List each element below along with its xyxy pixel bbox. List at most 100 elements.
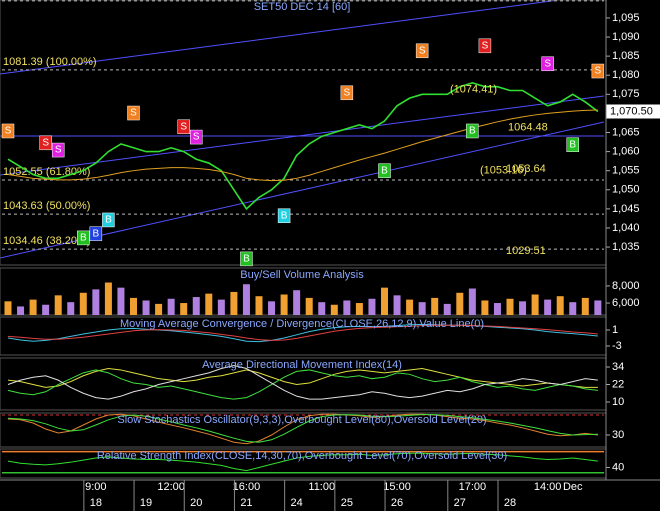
- signal-box: [340, 85, 354, 101]
- volume-bar: [381, 287, 388, 315]
- y-tick-label: -3: [612, 340, 622, 352]
- volume-bar: [130, 297, 137, 315]
- signal-label: S: [55, 145, 62, 156]
- volume-bar: [368, 298, 376, 315]
- y-tick-label: 10: [612, 396, 624, 408]
- volume-bar: [17, 306, 25, 315]
- x-time-label: 11:00: [308, 481, 335, 493]
- signal-label: S: [419, 45, 426, 56]
- signal-label: B: [93, 228, 100, 239]
- volume-bar: [531, 294, 539, 315]
- volume-bar: [594, 300, 602, 315]
- signal-box: [190, 129, 203, 145]
- volume-bar: [167, 298, 175, 315]
- signal-label: S: [482, 40, 489, 51]
- x-time-label: 14:00: [534, 481, 562, 493]
- volume-bar: [293, 290, 301, 315]
- panel-title: SET50 DEC 14 [60]: [254, 1, 351, 13]
- signal-label: B: [381, 165, 388, 176]
- volume-bar: [42, 304, 50, 315]
- series-line: [7, 324, 598, 341]
- y-tick-label: 1,055: [612, 165, 640, 177]
- series-line: [7, 323, 598, 343]
- level-label: 1034.46 (38.20%): [3, 235, 90, 247]
- x-time-label: 17:00: [459, 481, 487, 493]
- signal-label: S: [544, 58, 551, 69]
- y-tick-label: 1,065: [612, 126, 640, 138]
- volume-bar: [468, 288, 476, 315]
- last-price-box: [606, 104, 660, 119]
- volume-bar: [519, 301, 527, 315]
- volume-bar: [92, 289, 100, 315]
- signal-label: S: [5, 126, 12, 137]
- volume-bar: [581, 297, 589, 315]
- signal-label: S: [344, 87, 351, 98]
- x-time-label: 9:00: [85, 481, 106, 493]
- volume-bar: [481, 300, 489, 315]
- volume-bar: [67, 302, 75, 315]
- volume-bar: [142, 300, 150, 315]
- volume-bar: [305, 297, 313, 315]
- volume-bar: [217, 299, 225, 315]
- signal-box: [127, 105, 140, 121]
- signal-box: [77, 230, 90, 246]
- panel-title: Relative Strength Index(CLOSE,14,30,70),…: [97, 450, 507, 462]
- volume-bar: [418, 302, 426, 315]
- signal-box: [378, 163, 391, 178]
- volume-bar: [569, 302, 577, 315]
- annotation: 1064.48: [508, 121, 548, 133]
- signal-label: B: [469, 126, 476, 137]
- y-tick-label: 1,075: [612, 88, 640, 100]
- series-line: [7, 365, 598, 400]
- signal-box: [415, 43, 429, 59]
- volume-bar: [242, 284, 250, 315]
- panel-title: Slow Stochastics Oscillator(9,3,3),Overb…: [117, 414, 486, 426]
- volume-bar: [255, 296, 263, 315]
- y-tick-label: 1,040: [612, 222, 640, 234]
- y-tick-label: 6,000: [612, 297, 640, 309]
- signal-label: B: [281, 210, 288, 221]
- signal-label: S: [595, 66, 602, 77]
- y-tick-label: 1,095: [612, 12, 640, 24]
- signal-box: [566, 137, 579, 152]
- x-time-label: 12:00: [157, 481, 185, 493]
- y-tick-label: 30: [612, 429, 624, 441]
- annotation: 1053.64: [506, 163, 546, 175]
- signal-box: [466, 123, 479, 139]
- x-date-label: 25: [341, 497, 353, 509]
- x-date-label: 24: [291, 497, 303, 509]
- signal-box: [277, 208, 291, 223]
- level-label: 1081.39 (100.00%): [3, 56, 97, 68]
- signal-box: [51, 142, 65, 158]
- volume-bar: [280, 294, 288, 315]
- x-date-label: 18: [90, 497, 102, 509]
- signal-label: B: [80, 233, 87, 244]
- annotation: (1053.16): [480, 165, 527, 177]
- volume-bar: [456, 292, 464, 315]
- signal-label: S: [42, 137, 49, 148]
- volume-bar: [318, 302, 326, 315]
- y-tick-label: 1: [612, 324, 618, 336]
- series-line: [7, 413, 598, 445]
- volume-bar: [117, 287, 125, 315]
- y-tick-label: 1,060: [612, 145, 640, 157]
- volume-bar: [330, 304, 338, 315]
- signal-label: S: [193, 132, 200, 143]
- x-date-label: 28: [504, 497, 516, 509]
- volume-bar: [544, 299, 552, 315]
- y-tick-label: 1,080: [612, 69, 640, 81]
- signal-box: [541, 56, 554, 72]
- x-date-label: 20: [190, 497, 202, 509]
- y-tick-label: 34: [612, 361, 624, 373]
- series-line: [7, 82, 599, 211]
- volume-bar: [343, 300, 351, 315]
- volume-bar: [393, 295, 401, 315]
- series-line: [7, 109, 598, 182]
- volume-bar: [355, 303, 363, 315]
- signal-label: B: [105, 215, 112, 226]
- signal-box: [240, 251, 253, 267]
- x-date-label: 19: [140, 497, 152, 509]
- last-price-label: 1,070.50: [610, 105, 653, 117]
- annotation: 1029.51: [506, 245, 546, 257]
